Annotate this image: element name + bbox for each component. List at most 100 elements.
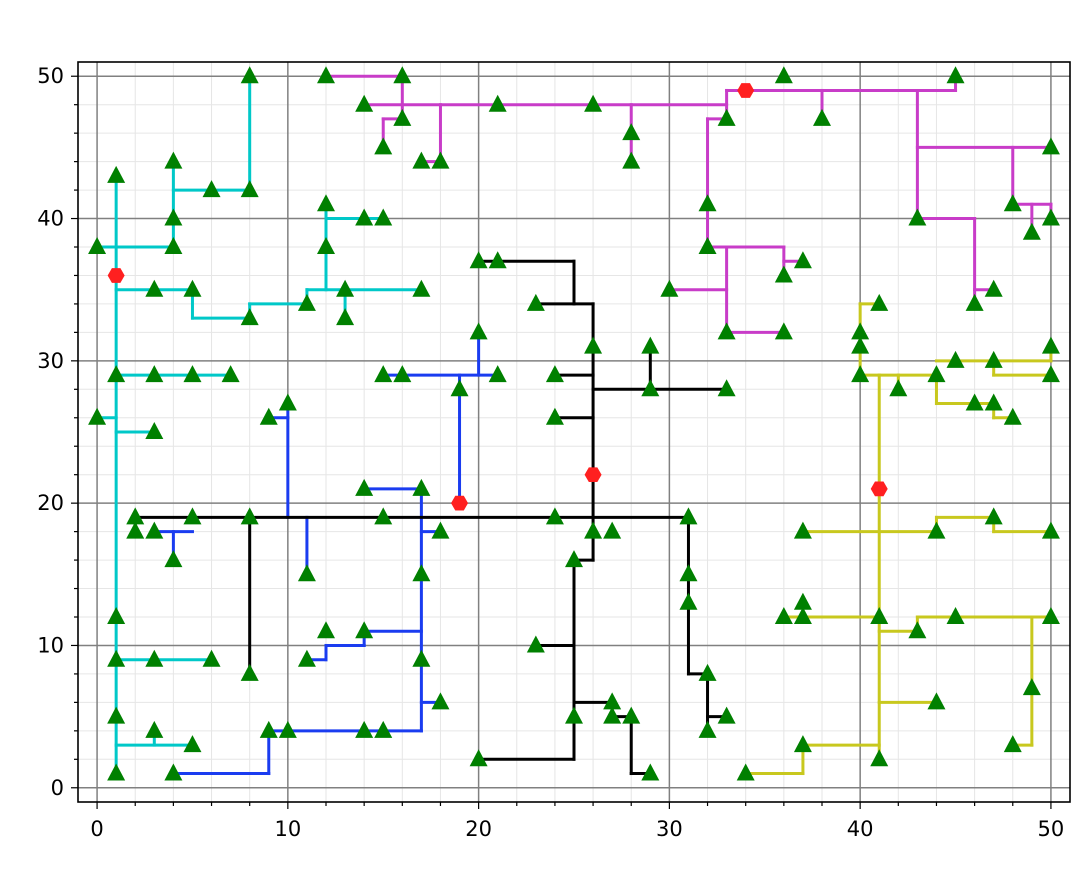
data-point (1003, 735, 1022, 753)
data-point (1041, 208, 1060, 226)
data-point (660, 279, 679, 297)
x-tick-label: 40 (847, 817, 874, 841)
data-point (88, 407, 107, 425)
data-point (984, 507, 1003, 525)
data-point (793, 607, 812, 624)
data-point (488, 251, 507, 269)
data-point (164, 763, 183, 781)
data-point (145, 649, 164, 667)
center-point (584, 467, 602, 483)
data-point (603, 706, 622, 724)
data-point (870, 607, 889, 624)
data-point (793, 735, 812, 753)
x-tick-label: 0 (90, 817, 103, 841)
data-point (317, 66, 335, 84)
data-point (164, 550, 183, 568)
data-point (679, 507, 698, 525)
data-point (202, 649, 221, 667)
data-point (355, 478, 374, 496)
data-point (412, 478, 431, 496)
data-point (297, 564, 316, 582)
y-tick-label: 50 (37, 64, 64, 88)
data-point (927, 365, 946, 383)
data-point (183, 507, 202, 525)
data-point (774, 607, 793, 624)
data-point (908, 621, 927, 639)
data-point (622, 151, 641, 169)
data-point (145, 720, 164, 738)
data-point (278, 720, 297, 738)
data-point (374, 137, 393, 155)
data-point (317, 621, 335, 639)
data-point (450, 379, 469, 397)
data-point (774, 265, 793, 283)
data-point (545, 507, 564, 525)
tree-lines (95, 74, 1053, 776)
data-point (698, 237, 717, 254)
data-point (355, 208, 374, 226)
data-point (584, 336, 603, 354)
data-point (1041, 607, 1060, 624)
data-point (698, 663, 717, 681)
data-point (965, 393, 984, 411)
data-point (336, 279, 355, 297)
data-point (679, 564, 698, 582)
data-point (317, 237, 335, 254)
data-point (488, 94, 507, 112)
data-point (1003, 194, 1022, 212)
data-point (202, 180, 221, 198)
data-point (374, 507, 393, 525)
data-point (1022, 222, 1041, 240)
data-point (145, 521, 164, 539)
data-point (107, 763, 126, 781)
data-point (412, 279, 431, 297)
data-point (469, 749, 488, 767)
center-point (451, 495, 469, 511)
data-point (469, 322, 488, 340)
data-point (259, 407, 278, 425)
data-point (297, 649, 316, 667)
data-point (412, 649, 431, 667)
data-point (183, 365, 202, 383)
data-point (355, 720, 374, 738)
data-point (603, 692, 622, 710)
data-points (88, 66, 1060, 781)
data-point (355, 94, 374, 112)
x-tick-label: 30 (656, 817, 683, 841)
data-point (1041, 137, 1060, 155)
data-point (851, 336, 870, 354)
data-point (641, 379, 660, 397)
data-point (164, 208, 183, 226)
data-point (793, 521, 812, 539)
data-point (145, 365, 164, 383)
data-point (1041, 521, 1060, 539)
data-point (164, 151, 183, 169)
data-point (1041, 365, 1060, 383)
data-point (984, 350, 1003, 368)
center-point (737, 83, 755, 98)
x-tick-label: 10 (274, 817, 301, 841)
data-point (545, 365, 564, 383)
data-point (946, 607, 965, 624)
y-tick-label: 10 (37, 633, 64, 657)
data-point (603, 521, 622, 539)
data-point (717, 322, 736, 340)
data-point (584, 521, 603, 539)
data-point (278, 393, 297, 411)
data-point (469, 251, 488, 269)
data-point (183, 279, 202, 297)
data-point (240, 507, 259, 525)
data-point (641, 763, 660, 781)
data-point (431, 151, 450, 169)
data-point (88, 237, 107, 254)
data-point (889, 379, 908, 397)
data-point (717, 108, 736, 126)
y-tick-label: 20 (37, 491, 64, 515)
data-point (698, 720, 717, 738)
data-point (145, 279, 164, 297)
data-point (717, 706, 736, 724)
data-point (1003, 407, 1022, 425)
x-tick-label: 20 (465, 817, 492, 841)
data-point (240, 663, 259, 681)
data-point (374, 365, 393, 383)
